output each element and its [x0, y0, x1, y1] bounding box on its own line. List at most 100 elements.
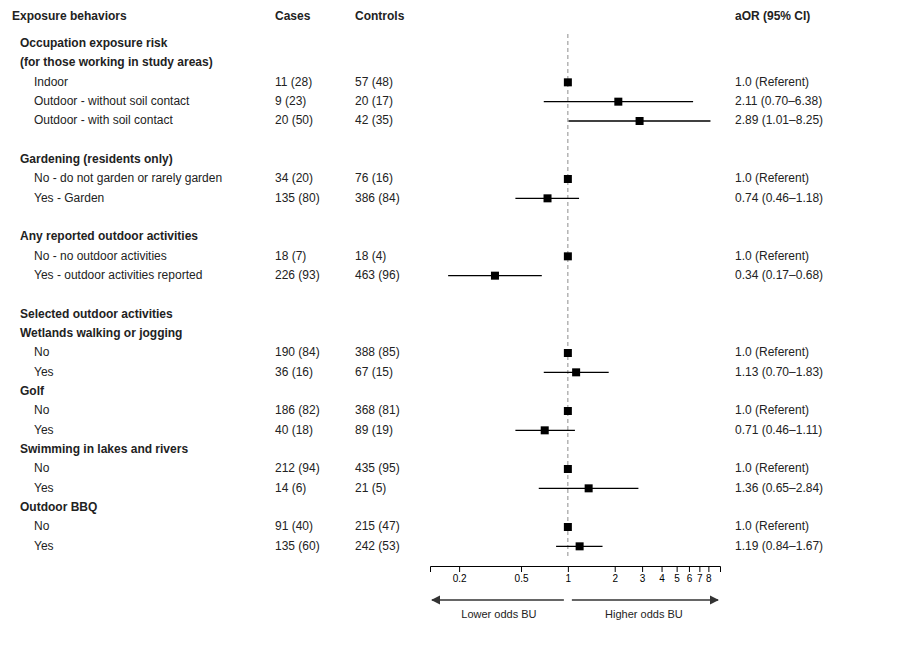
cases-cell: 91 (40)	[275, 519, 313, 533]
x-tick-label: 4	[659, 573, 665, 584]
x-tick-mark	[708, 566, 709, 572]
cases-cell: 14 (6)	[275, 481, 306, 495]
section-label: Selected outdoor activities	[20, 307, 173, 321]
cases-cell: 9 (23)	[275, 94, 306, 108]
column-header: Exposure behaviors	[12, 9, 127, 23]
data-label: 1.0 (Referent)	[735, 249, 809, 263]
section-label: Gardening (residents only)	[20, 152, 173, 166]
row-label: Yes - outdoor activities reported	[34, 268, 202, 282]
data-label: 1.13 (0.70–1.83)	[735, 365, 823, 379]
data-label: 0.74 (0.46–1.18)	[735, 191, 823, 205]
cases-cell: 212 (94)	[275, 461, 320, 475]
cases-cell: 226 (93)	[275, 268, 320, 282]
ci-lines	[448, 82, 710, 546]
section-label: Outdoor BBQ	[20, 500, 97, 514]
cases-cell: 186 (82)	[275, 403, 320, 417]
controls-cell: 42 (35)	[355, 113, 393, 127]
row-label: Yes	[34, 423, 54, 437]
annotation: Lower odds BU	[461, 608, 536, 620]
direction-arrow	[572, 599, 718, 600]
direction-arrow	[432, 599, 564, 600]
x-tick-mark	[521, 566, 522, 572]
column-header: Cases	[275, 9, 311, 23]
cases-cell: 135 (60)	[275, 539, 320, 553]
point-estimate	[564, 78, 572, 86]
controls-cell: 89 (19)	[355, 423, 393, 437]
cases-cell: 135 (80)	[275, 191, 320, 205]
controls-cell: 21 (5)	[355, 481, 386, 495]
row-label: No	[34, 345, 50, 359]
x-tick: 8	[706, 566, 712, 584]
point-estimate	[564, 252, 572, 260]
direction-arrows: Lower odds BU Higher odds BU	[432, 600, 718, 620]
data-label: 1.0 (Referent)	[735, 519, 809, 533]
x-tick-mark	[642, 566, 643, 572]
data-label: 1.36 (0.65–2.84)	[735, 481, 823, 495]
x-tick-label: 0.2	[453, 573, 467, 584]
data-label: 1.0 (Referent)	[735, 171, 809, 185]
row-label: Yes	[34, 539, 54, 553]
data-label: 2.89 (1.01–8.25)	[735, 113, 823, 127]
column-header: Controls	[355, 9, 405, 23]
point-estimate	[544, 194, 552, 202]
x-tick: 7	[697, 566, 703, 584]
x-tick: 0.2	[453, 566, 467, 584]
row-label: Yes	[34, 481, 54, 495]
point-estimate	[564, 349, 572, 357]
annotation: Higher odds BU	[605, 608, 683, 620]
x-tick-mark	[677, 566, 678, 572]
column-headers: Exposure behaviorsCasesControlsaOR (95% …	[12, 9, 810, 23]
data-label: 1.19 (0.84–1.67)	[735, 539, 823, 553]
controls-cell: 368 (81)	[355, 403, 400, 417]
points	[491, 78, 644, 550]
row-label: Outdoor - without soil contact	[34, 94, 190, 108]
x-tick-label: 6	[687, 573, 693, 584]
data-label: 2.11 (0.70–6.38)	[735, 94, 822, 108]
row-label: No	[34, 403, 50, 417]
x-tick-label: 1	[566, 573, 572, 584]
plot-area	[448, 34, 710, 556]
row-label: No - do not garden or rarely garden	[34, 171, 222, 185]
reference-line	[567, 34, 568, 556]
x-tick: 5	[674, 566, 680, 584]
x-tick: 2	[612, 566, 618, 584]
controls-cell: 435 (95)	[355, 461, 400, 475]
point-estimate	[564, 407, 572, 415]
cases-cell: 36 (16)	[275, 365, 313, 379]
x-tick-mark	[699, 566, 700, 572]
controls-cell: 215 (47)	[355, 519, 400, 533]
table: Occupation exposure risk(for those worki…	[20, 36, 823, 553]
x-tick-mark	[459, 566, 460, 572]
point-estimate	[576, 542, 584, 550]
point-estimate	[585, 484, 593, 492]
x-tick-label: 7	[697, 573, 703, 584]
x-tick-mark	[689, 566, 690, 572]
x-tick-mark	[568, 566, 569, 572]
cases-cell: 190 (84)	[275, 345, 320, 359]
cases-cell: 11 (28)	[275, 75, 312, 89]
section-label: Occupation exposure risk	[20, 36, 168, 50]
row-label: Indoor	[34, 75, 68, 89]
x-tick-label: 0.5	[515, 573, 529, 584]
row-label: No	[34, 461, 50, 475]
cases-cell: 20 (50)	[275, 113, 313, 127]
x-tick: 6	[687, 566, 693, 584]
controls-cell: 242 (53)	[355, 539, 400, 553]
x-tick-mark	[662, 566, 663, 572]
row-label: Yes - Garden	[34, 191, 104, 205]
controls-cell: 76 (16)	[355, 171, 393, 185]
controls-cell: 57 (48)	[355, 75, 393, 89]
data-label: 0.71 (0.46–1.11)	[735, 423, 822, 437]
point-estimate	[636, 117, 644, 125]
point-estimate	[541, 426, 549, 434]
row-label: Yes	[34, 365, 54, 379]
data-label: 1.0 (Referent)	[735, 75, 809, 89]
point-estimate	[564, 175, 572, 183]
row-label: No - no outdoor activities	[34, 249, 167, 263]
controls-cell: 388 (85)	[355, 345, 400, 359]
chart: Exposure behaviorsCasesControlsaOR (95% …	[0, 0, 900, 670]
section-label: Golf	[20, 384, 45, 398]
point-estimate	[614, 98, 622, 106]
row-label: No	[34, 519, 50, 533]
section-label: Any reported outdoor activities	[20, 229, 198, 243]
